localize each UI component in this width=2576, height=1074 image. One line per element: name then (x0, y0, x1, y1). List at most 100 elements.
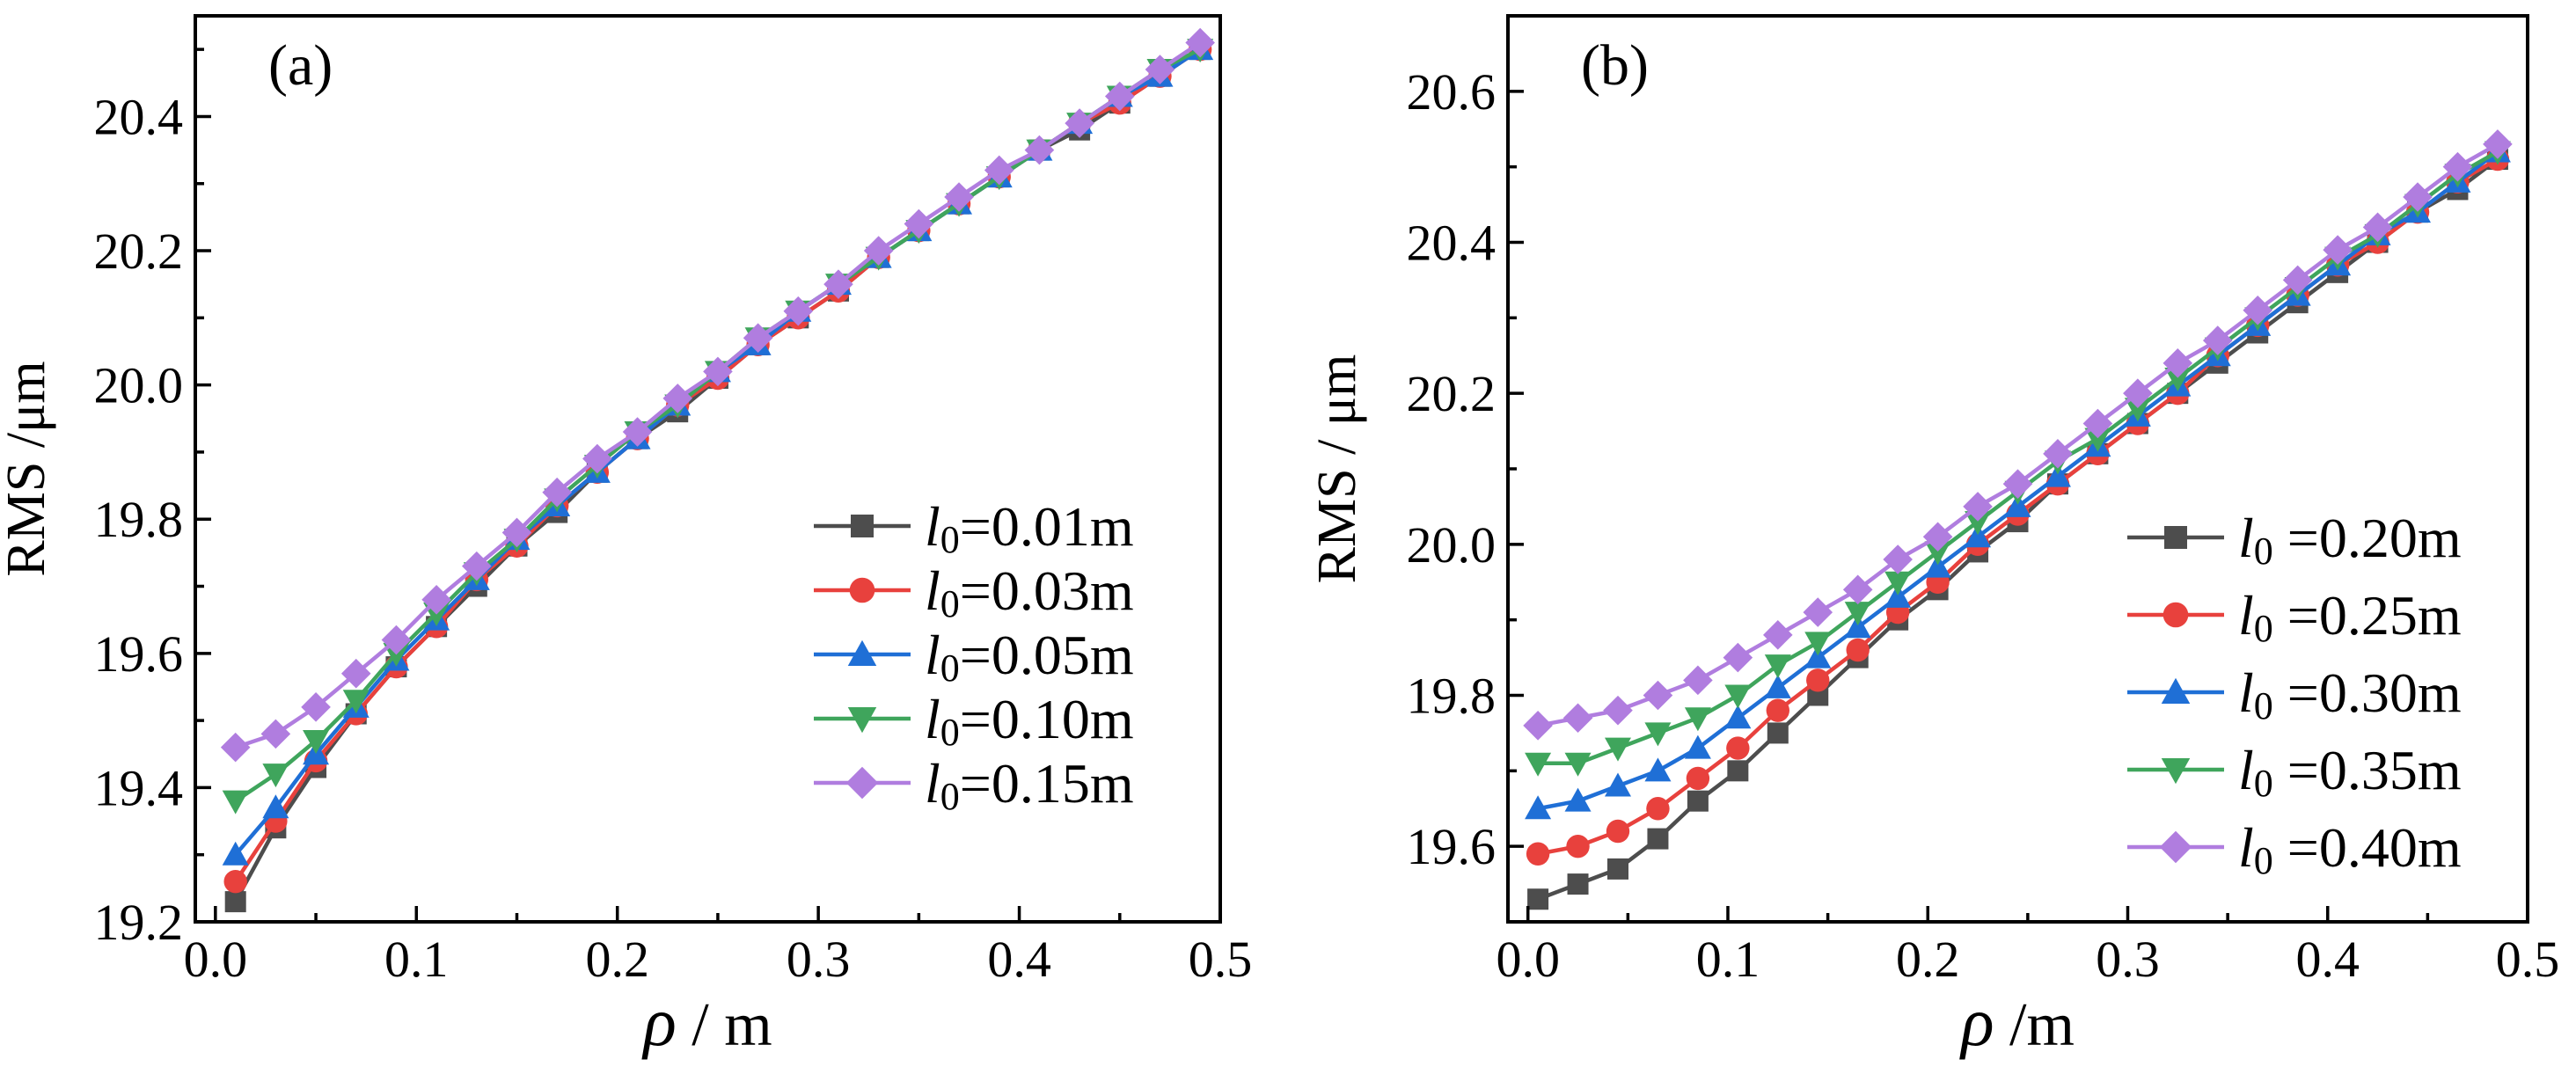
data-point (1963, 492, 1993, 522)
x-tick-label: 0.3 (787, 931, 851, 988)
data-point (1804, 644, 1832, 669)
data-point (1185, 27, 1215, 58)
data-point (2243, 295, 2273, 325)
x-tick-label: 0.5 (1189, 931, 1253, 988)
data-point (1844, 614, 1871, 639)
data-point (1884, 583, 1912, 608)
data-point (823, 269, 853, 299)
y-tick-label: 20.4 (1407, 215, 1497, 272)
data-point (703, 356, 733, 387)
y-tick-label: 20.0 (94, 357, 184, 414)
data-point (1604, 737, 1631, 762)
plot-frame (194, 14, 1222, 924)
data-point (220, 732, 251, 763)
data-point (1884, 571, 1912, 595)
data-point (2082, 408, 2113, 439)
legend-label: l0=0.15m (925, 752, 1134, 818)
data-point (2164, 368, 2192, 391)
legend-item: l0=0.10m (814, 688, 1134, 754)
x-axis-title: ρ / m (641, 983, 772, 1060)
x-tick-label: 0.0 (1496, 931, 1560, 988)
y-tick-label: 19.6 (94, 625, 184, 683)
data-point (1924, 541, 1951, 566)
data-point (1846, 638, 1870, 662)
data-point (1523, 711, 1553, 741)
data-point (1065, 108, 1094, 138)
panel-b: 0.0 0.1 0.2 0.3 0.4 0.5 19.6 19.8 20.0 20.2 20.4 20… (1307, 14, 2560, 1060)
y-tick-label: 20.2 (1407, 365, 1497, 422)
x-axis-title: ρ /m (1959, 983, 2075, 1060)
y-tick-label: 19.2 (94, 894, 184, 951)
data-point (1644, 757, 1672, 782)
data-point (1727, 760, 1749, 782)
data-point (1104, 81, 1135, 112)
data-point (2124, 398, 2151, 422)
x-tick-label: 0.5 (2496, 931, 2560, 988)
data-point (1762, 620, 1793, 650)
panel-label: (a) (268, 33, 333, 98)
legend-marker (2161, 677, 2191, 704)
data-point (783, 296, 814, 326)
data-point (342, 690, 370, 714)
data-point (1687, 790, 1709, 812)
y-tick-label: 19.6 (1407, 818, 1497, 875)
legend-marker (851, 515, 874, 537)
data-point (743, 323, 773, 354)
x-tick-label: 0.1 (384, 931, 449, 988)
legend-label: l0 =0.20m (2238, 507, 2462, 573)
data-point (1726, 736, 1750, 760)
legend-label: l0 =0.25m (2238, 584, 2462, 650)
data-point (1804, 632, 1832, 656)
y-tick-label: 19.4 (94, 759, 184, 816)
data-point (1883, 544, 1913, 574)
y-axis-title: RMS / μm (1307, 354, 1367, 584)
data-point (2403, 182, 2433, 212)
series-2 (1525, 138, 2511, 820)
data-point (340, 658, 371, 689)
x-tick-label: 0.0 (184, 931, 248, 988)
data-point (1567, 873, 1589, 895)
data-point (462, 551, 492, 581)
data-point (1684, 707, 1711, 732)
data-point (1566, 834, 1590, 858)
data-point (2002, 469, 2033, 499)
data-point (1922, 522, 1953, 552)
data-point (1684, 734, 1711, 759)
data-point (542, 477, 572, 508)
data-point (1683, 665, 1713, 696)
legend-item: l0 =0.40m (2127, 816, 2462, 882)
legend-label: l0 =0.40m (2238, 816, 2462, 882)
legend-item: l0 =0.20m (2127, 507, 2462, 573)
data-point (1686, 766, 1710, 791)
x-tick-label: 0.3 (2096, 931, 2160, 988)
data-point (1764, 654, 1791, 679)
legend-marker (2161, 758, 2191, 785)
data-point (1764, 674, 1791, 698)
data-point (2442, 151, 2473, 182)
data-point (224, 891, 246, 913)
data-point (1564, 752, 1592, 777)
data-point (1526, 842, 1550, 866)
legend-label: l0=0.01m (925, 495, 1134, 561)
data-point (944, 182, 974, 212)
legend-label: l0 =0.35m (2238, 739, 2462, 805)
x-tick-label: 0.2 (585, 931, 649, 988)
x-tick-label: 0.2 (1896, 931, 1960, 988)
data-point (222, 841, 249, 866)
data-point (1844, 602, 1871, 626)
data-point (622, 417, 653, 447)
data-point (262, 763, 289, 788)
data-point (1525, 752, 1552, 777)
data-point (1024, 135, 1055, 165)
y-tick-label: 19.8 (1407, 668, 1497, 725)
data-point (2282, 265, 2313, 296)
data-point (1643, 680, 1673, 711)
legend-item: l0 =0.25m (2127, 584, 2462, 650)
legend-label: l0=0.03m (925, 559, 1134, 625)
series-4 (1523, 129, 2513, 741)
data-point (582, 443, 612, 474)
data-point (381, 625, 412, 655)
x-tick-label: 0.1 (1696, 931, 1760, 988)
y-tick-label: 19.8 (94, 491, 184, 548)
